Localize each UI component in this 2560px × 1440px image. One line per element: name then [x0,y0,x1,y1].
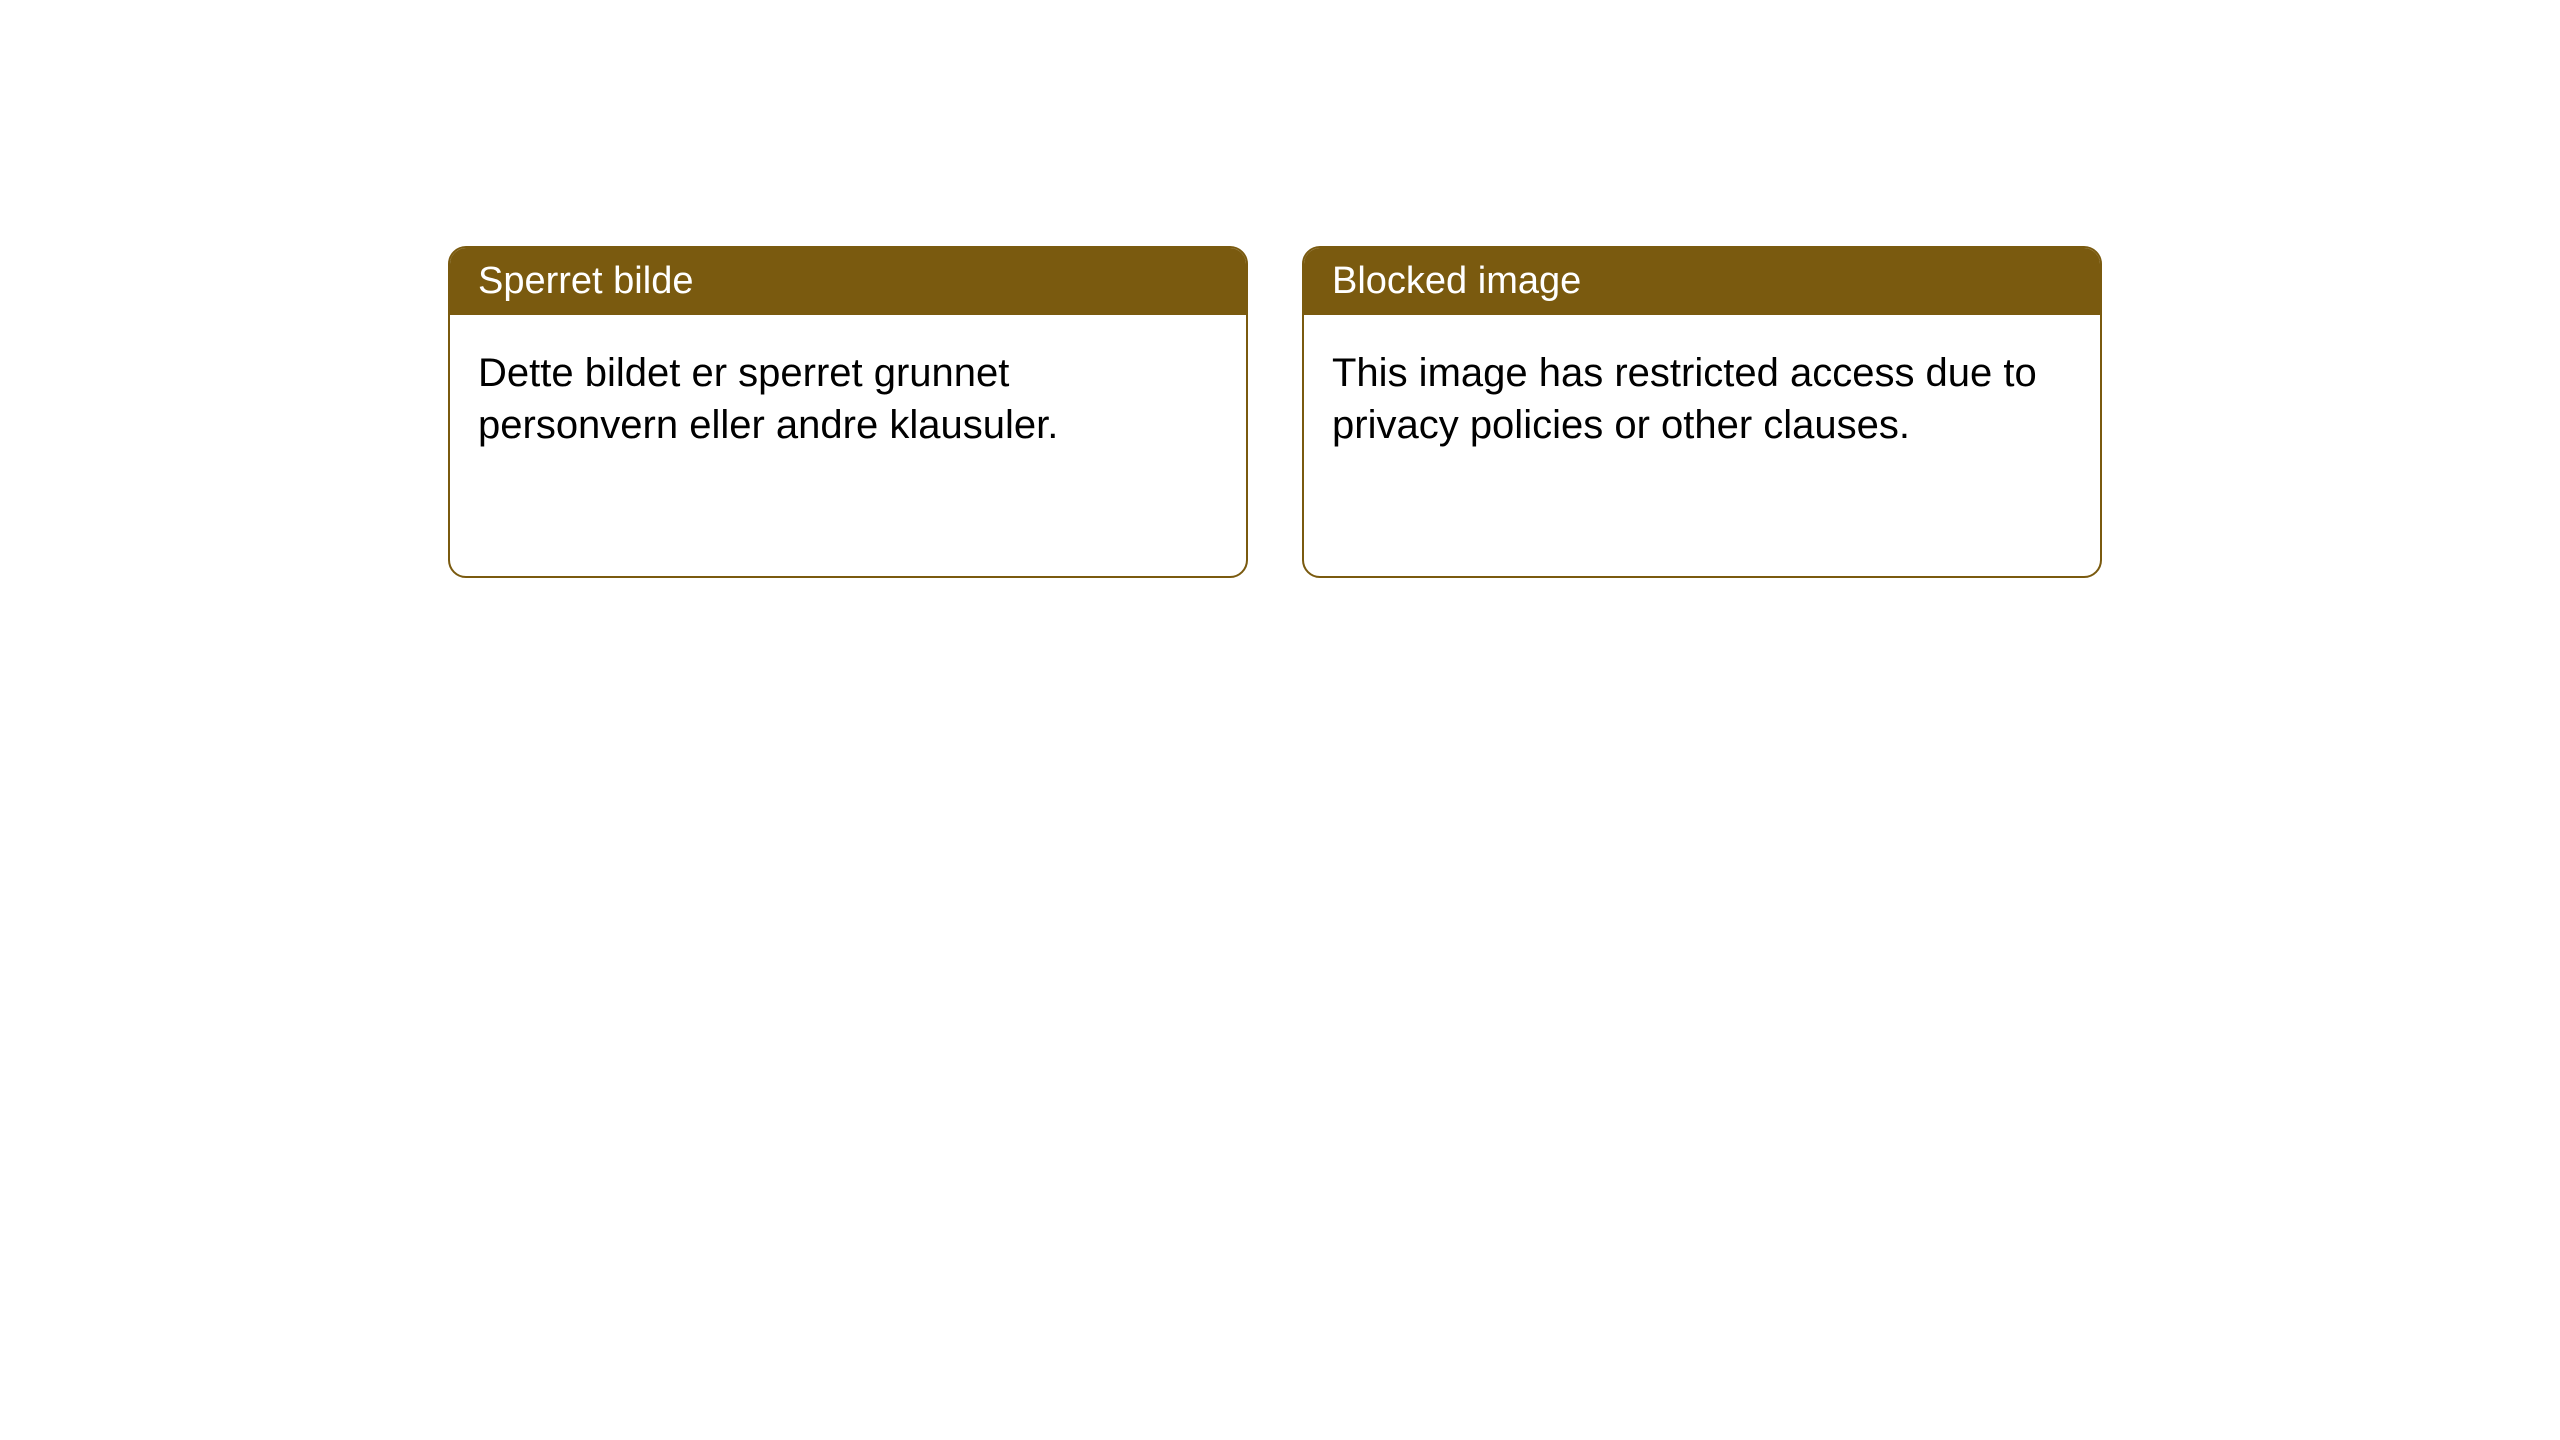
notice-text-english: This image has restricted access due to … [1332,351,2037,447]
notice-body-norwegian: Dette bildet er sperret grunnet personve… [450,315,1246,483]
notice-container: Sperret bilde Dette bildet er sperret gr… [448,246,2102,578]
notice-body-english: This image has restricted access due to … [1304,315,2100,483]
notice-header-norwegian: Sperret bilde [450,248,1246,315]
notice-title-english: Blocked image [1332,260,1581,302]
notice-card-norwegian: Sperret bilde Dette bildet er sperret gr… [448,246,1248,578]
notice-header-english: Blocked image [1304,248,2100,315]
notice-card-english: Blocked image This image has restricted … [1302,246,2102,578]
notice-text-norwegian: Dette bildet er sperret grunnet personve… [478,351,1058,447]
notice-title-norwegian: Sperret bilde [478,260,693,302]
